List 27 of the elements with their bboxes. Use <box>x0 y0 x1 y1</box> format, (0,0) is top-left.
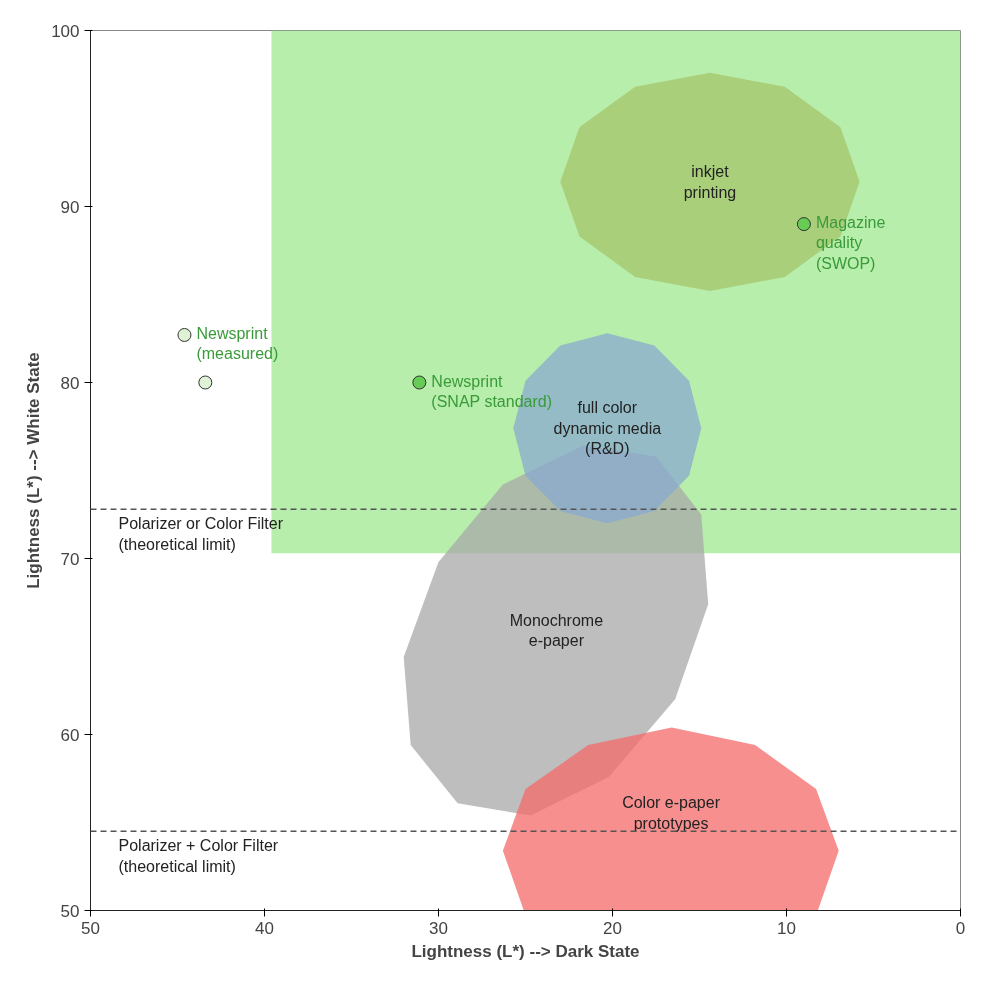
y-tick-label: 100 <box>51 21 80 41</box>
x-tick-label: 10 <box>777 918 796 938</box>
x-axis-title: Lightness (L*) --> Dark State <box>411 941 640 961</box>
series-label: Newsprint (measured) <box>196 324 279 363</box>
series-label: full color dynamic media (R&D) <box>553 399 662 458</box>
x-tick-label: 30 <box>429 918 448 938</box>
x-tick-label: 20 <box>603 918 622 938</box>
y-tick-label: 90 <box>60 197 80 217</box>
y-axis-title: Lightness (L*) --> White State <box>24 352 44 589</box>
y-tick-label: 60 <box>60 725 80 745</box>
x-tick-label: 40 <box>255 918 274 938</box>
point <box>412 375 427 390</box>
series-label: Monochrome e-paper <box>509 611 604 650</box>
x-tick-label: 0 <box>955 918 966 938</box>
series-label: Newsprint (SNAP standard) <box>431 372 553 410</box>
y-tick-label: 70 <box>60 549 80 569</box>
point <box>177 327 192 342</box>
ref-line-label: Polarizer + Color Filter (theoretical limit) <box>118 837 279 875</box>
y-tick-label: 50 <box>60 901 80 921</box>
point <box>198 375 213 390</box>
series-label: Color e-paper prototypes <box>622 794 721 832</box>
y-tick-label: 80 <box>60 373 80 393</box>
ref-line-label: Polarizer or Color Filter (theoretical limit) <box>118 515 284 553</box>
series-label: Magazine quality (SWOP) <box>815 214 886 272</box>
series-label: inkjet printing <box>683 163 737 201</box>
point <box>796 217 811 232</box>
x-tick-label: 50 <box>81 918 100 938</box>
